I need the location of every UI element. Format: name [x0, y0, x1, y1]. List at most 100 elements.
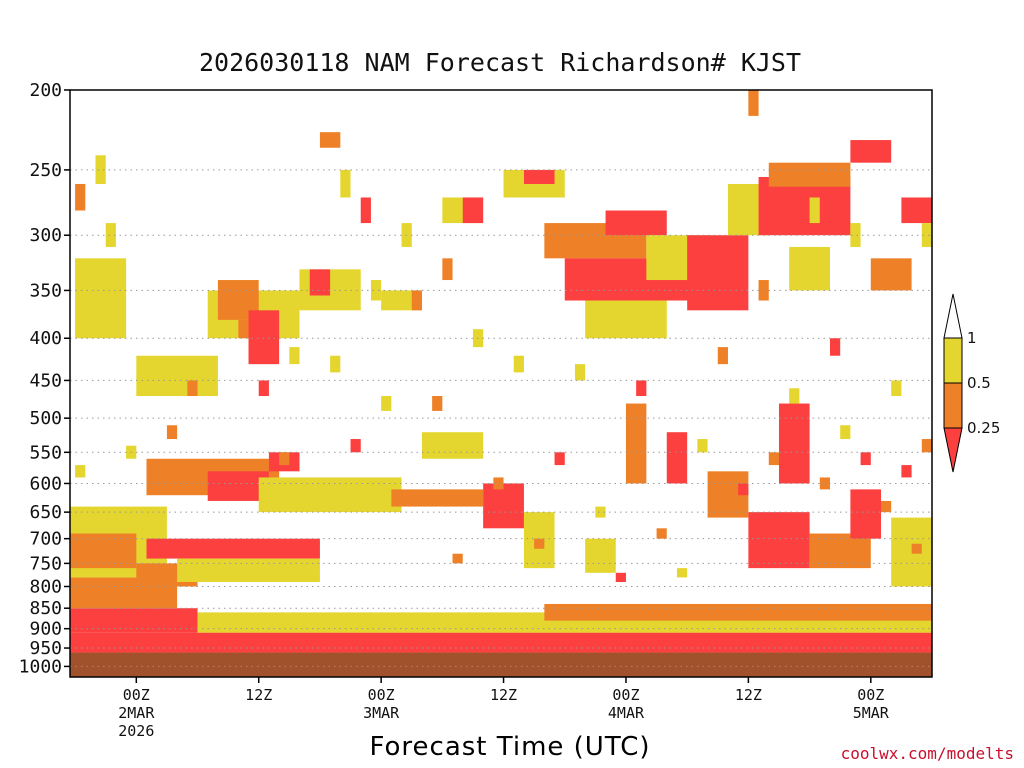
x-axis-label: Forecast Time (UTC) [369, 732, 651, 762]
heatmap-cells [70, 90, 933, 653]
ri-cell-45 [860, 452, 871, 466]
ri-cell-46 [880, 500, 892, 513]
x-tick-label-48-1: 4MAR [608, 704, 645, 722]
ri-cell-6 [166, 425, 178, 440]
ri-cell-12 [330, 355, 341, 373]
ri-region-48 [789, 246, 830, 291]
ri-cell-32 [656, 528, 667, 539]
y-tick-label-300: 300 [29, 225, 62, 246]
ri-region-14 [391, 489, 484, 507]
ri-region-36 [462, 197, 484, 224]
y-tick-label-850: 850 [29, 598, 62, 619]
x-tick-label-0-0: 00Z [123, 686, 150, 704]
credit-text: coolwx.com/modelts [840, 744, 1014, 763]
x-tick-label-72-1: 5MAR [853, 704, 890, 722]
ri-region-22 [748, 512, 810, 569]
ri-cell-7 [187, 380, 198, 397]
ri-region-9 [544, 603, 932, 621]
legend-below-triangle [943, 427, 963, 473]
ri-region-1 [70, 608, 198, 633]
ri-cell-39 [789, 388, 800, 404]
ri-cell-42 [829, 338, 841, 356]
y-tick-label-600: 600 [29, 473, 62, 494]
ri-cell-16 [370, 280, 382, 301]
ri-cell-25 [513, 355, 524, 373]
y-tick-label-450: 450 [29, 370, 62, 391]
ri-cell-50 [921, 439, 932, 453]
y-tick-label-400: 400 [29, 328, 62, 349]
legend-above-triangle [943, 293, 963, 339]
ri-region-42 [585, 300, 667, 339]
ri-cell-47 [891, 380, 902, 397]
ri-cell-40 [809, 197, 820, 224]
ri-cell-31 [636, 380, 647, 397]
ri-region-47 [768, 162, 851, 187]
ri-cell-33 [676, 568, 688, 578]
legend-bin-1 [943, 382, 963, 429]
x-tick-label-0-1: 2MAR [118, 704, 155, 722]
ground-rect [70, 652, 932, 677]
ri-region-33 [309, 269, 331, 296]
ri-cell-8 [238, 319, 249, 339]
y-axis-ticks: 200 250 300 350 400 450 500 550 600 650 700 7508008… [19, 80, 70, 677]
ground-fill [70, 652, 932, 677]
y-tick-label-800: 800 [29, 576, 62, 597]
ri-cell-17 [381, 396, 392, 411]
ri-region-38 [523, 169, 555, 184]
x-tick-label-36-0: 12Z [490, 686, 517, 704]
ri-cell-24 [493, 477, 504, 490]
x-tick-label-0-2: 2026 [118, 722, 154, 740]
ri-region-23 [778, 403, 810, 484]
ri-region-50 [870, 258, 912, 291]
ri-region-25 [850, 489, 881, 539]
ri-cell-0 [75, 183, 86, 211]
ri-cell-15 [360, 197, 371, 224]
ri-cell-19 [411, 290, 422, 311]
legend-label-1: 0.5 [967, 374, 991, 392]
y-tick-label-250: 250 [29, 160, 62, 181]
ri-region-0 [70, 632, 932, 653]
ri-cell-9 [258, 380, 269, 397]
ri-cell-29 [595, 506, 606, 518]
legend-bin-0 [943, 337, 963, 384]
ri-cell-14 [350, 439, 361, 453]
ri-region-6 [146, 538, 320, 559]
ri-region-49 [850, 140, 892, 163]
x-tick-label-24-1: 3MAR [363, 704, 400, 722]
y-tick-label-200: 200 [29, 80, 62, 101]
ri-cell-28 [574, 364, 586, 381]
y-tick-label-650: 650 [29, 502, 62, 523]
x-tick-label-72-0: 00Z [857, 686, 884, 704]
ri-cell-38 [768, 452, 779, 466]
ri-cell-11 [289, 347, 300, 365]
ri-cell-22 [452, 553, 463, 564]
ri-cell-30 [615, 572, 626, 582]
x-tick-label-12-0: 12Z [245, 686, 272, 704]
y-tick-label-1000: 1000 [19, 656, 62, 677]
y-tick-label-700: 700 [29, 529, 62, 550]
legend-label-0: 1 [967, 329, 977, 347]
y-tick-label-550: 550 [29, 442, 62, 463]
ri-cell-34 [697, 439, 708, 453]
ri-cell-10 [279, 452, 290, 466]
ri-region-27 [136, 355, 218, 397]
legend-label-2: 0.25 [967, 419, 1000, 437]
ri-region-13 [258, 477, 402, 513]
ri-region-24 [809, 533, 871, 569]
ri-region-53 [319, 132, 341, 148]
ri-cell-21 [442, 258, 453, 281]
ri-region-52 [748, 90, 759, 116]
ri-cell-49 [911, 543, 922, 554]
y-tick-label-900: 900 [29, 619, 62, 640]
chart-title: 2026030118 NAM Forecast Richardson# KJST [198, 48, 802, 77]
pressure-gridlines [70, 169, 932, 667]
ri-region-44 [687, 235, 749, 311]
ri-cell-48 [901, 465, 912, 478]
ri-region-46 [758, 177, 851, 236]
ri-cell-43 [840, 425, 851, 440]
ri-region-18 [585, 538, 616, 573]
ri-region-41 [605, 210, 667, 236]
ri-cell-20 [432, 396, 443, 411]
plot-frame [69, 89, 933, 678]
